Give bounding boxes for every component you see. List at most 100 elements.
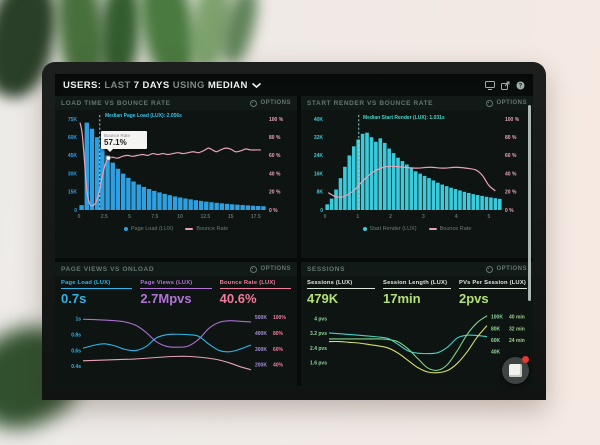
svg-text:15: 15 <box>228 214 234 220</box>
metric-label: PVs Per Session (LUX) <box>459 280 527 289</box>
panel-start-render: START RENDER VS BOUNCE RATE OPTIONS 40K 3… <box>301 96 533 258</box>
panel-title: SESSIONS <box>307 265 346 273</box>
svg-text:20 %: 20 % <box>269 190 281 196</box>
options-button[interactable]: OPTIONS <box>486 265 527 273</box>
page-views-linechart: 1s 0.8s 0.6s 0.4s 500K 100% 400K 80% 300K 60% 200K… <box>71 315 286 371</box>
start-render-histogram: 40K 32K 24K 16K 8K 0 100 % 80 % 60 % 40 % 20 % 0 % 0… <box>314 115 520 220</box>
legend-page-load[interactable]: Page Load (LUX) <box>123 226 173 232</box>
legend-bounce-rate[interactable]: Bounce Rate <box>185 226 228 232</box>
metric-page-views: Page Views (LUX) 2.7Mpvs <box>140 280 212 306</box>
svg-text:40K: 40K <box>491 350 501 356</box>
gear-icon <box>250 265 258 273</box>
metric-sessions: Sessions (LUX) 479K <box>307 280 375 306</box>
svg-text:100%: 100% <box>273 315 286 321</box>
svg-text:0: 0 <box>324 214 327 220</box>
options-button[interactable]: OPTIONS <box>250 265 291 273</box>
svg-text:40K: 40K <box>314 117 324 123</box>
svg-text:3.2 pvs: 3.2 pvs <box>310 331 327 337</box>
header-median-dropdown[interactable]: MEDIAN <box>207 79 248 91</box>
chat-widget-button[interactable] <box>502 356 529 384</box>
svg-text:0 %: 0 % <box>269 208 278 214</box>
svg-text:7.5: 7.5 <box>151 214 158 220</box>
export-icon[interactable] <box>501 81 510 90</box>
dashboard-screen: USERS: LAST 7 DAYS USING MEDIAN ? LOAD T… <box>55 74 533 386</box>
svg-text:2.4 pvs: 2.4 pvs <box>310 346 327 352</box>
svg-text:5: 5 <box>487 214 490 220</box>
tooltip-title: Bounce Rate <box>104 133 131 138</box>
svg-text:?: ? <box>519 83 523 89</box>
metric-label: Page Views (LUX) <box>140 280 212 289</box>
svg-text:15K: 15K <box>68 190 78 196</box>
display-icon[interactable] <box>485 80 495 90</box>
svg-text:0: 0 <box>320 208 323 214</box>
svg-text:0.4s: 0.4s <box>71 364 81 370</box>
header-users-label: USERS: <box>63 79 105 91</box>
sessions-chart: 4 pvs 3.2 pvs 2.4 pvs 1.6 pvs 100K 40 min 80K 3… <box>305 309 529 375</box>
page-views-chart: 1s 0.8s 0.6s 0.4s 500K 100% 400K 80% 300K 60% 200K… <box>59 309 293 375</box>
start-render-legend: Start Render (LUX) Bounce Rate <box>301 223 533 235</box>
metric-label: Page Load (LUX) <box>61 280 133 289</box>
median-page-load-annotation: Median Page Load (LUX): 2.056s <box>105 113 182 119</box>
metric-bounce-rate: Bounce Rate (LUX) 40.6% <box>219 280 291 306</box>
bounce-rate-tooltip: Bounce Rate 57.1% <box>101 131 147 152</box>
panel-title: PAGE VIEWS VS ONLOAD <box>61 265 155 273</box>
metric-value: 479K <box>307 291 339 306</box>
svg-text:0.8s: 0.8s <box>71 332 81 338</box>
options-button[interactable]: OPTIONS <box>486 99 527 107</box>
svg-text:80%: 80% <box>273 331 284 337</box>
panel-page-views: PAGE VIEWS VS ONLOAD OPTIONS Page Load (… <box>55 262 297 386</box>
svg-text:3: 3 <box>422 214 425 220</box>
sessions-linechart: 4 pvs 3.2 pvs 2.4 pvs 1.6 pvs 100K 40 min 80K 3… <box>310 315 525 374</box>
metric-value: 0.7s <box>61 291 87 306</box>
legend-bounce-rate[interactable]: Bounce Rate <box>428 226 471 232</box>
svg-text:4: 4 <box>455 214 458 220</box>
header-using-label: USING <box>172 79 208 91</box>
metric-value: 2.7Mpvs <box>140 291 192 306</box>
header-days-value: 7 DAYS <box>133 79 173 91</box>
svg-text:200K: 200K <box>255 363 267 369</box>
svg-text:1: 1 <box>356 214 359 220</box>
legend-dot-icon <box>123 227 128 231</box>
dashboard-header: USERS: LAST 7 DAYS USING MEDIAN ? <box>55 74 533 96</box>
svg-text:30K: 30K <box>68 171 78 177</box>
notification-dot <box>522 356 529 363</box>
svg-text:5: 5 <box>128 214 131 220</box>
svg-text:20 %: 20 % <box>505 190 517 196</box>
legend-dot-icon <box>362 227 367 231</box>
legend-dash-icon <box>185 228 194 230</box>
svg-text:0: 0 <box>78 214 81 220</box>
svg-text:80K: 80K <box>491 326 501 332</box>
gear-icon <box>486 265 494 273</box>
panel-sessions: SESSIONS OPTIONS Sessions (LUX) 479K Ses… <box>301 262 533 386</box>
svg-text:80 %: 80 % <box>505 135 517 141</box>
metric-value: 2pvs <box>459 291 489 306</box>
page-scrollbar[interactable] <box>528 105 531 301</box>
svg-text:60 %: 60 % <box>269 153 281 159</box>
metric-value: 17min <box>383 291 421 306</box>
svg-text:75K: 75K <box>68 117 78 123</box>
svg-text:0: 0 <box>74 208 77 214</box>
svg-text:60K: 60K <box>491 338 501 344</box>
tooltip-value: 57.1% <box>104 138 127 147</box>
legend-start-render[interactable]: Start Render (LUX) <box>362 226 417 232</box>
chevron-down-icon[interactable] <box>251 82 262 89</box>
gear-icon <box>486 99 494 107</box>
help-icon[interactable]: ? <box>516 81 525 90</box>
page-views-metrics: Page Load (LUX) 0.7s Page Views (LUX) 2.… <box>55 276 297 308</box>
options-button[interactable]: OPTIONS <box>250 99 291 107</box>
svg-text:300K: 300K <box>255 347 267 353</box>
metric-pvs-per-session: PVs Per Session (LUX) 2pvs <box>459 280 527 306</box>
svg-text:10: 10 <box>177 214 183 220</box>
panel-title: START RENDER VS BOUNCE RATE <box>307 99 434 107</box>
legend-dash-icon <box>428 228 437 230</box>
svg-text:80 %: 80 % <box>269 135 281 141</box>
svg-text:60 %: 60 % <box>505 153 517 159</box>
start-render-chart: 40K 32K 24K 16K 8K 0 100 % 80 % 60 % 40 % 20 % 0 % 0… <box>305 111 529 223</box>
svg-text:17.5: 17.5 <box>251 214 261 220</box>
svg-text:32K: 32K <box>314 135 324 141</box>
load-time-legend: Page Load (LUX) Bounce Rate <box>55 223 297 235</box>
svg-text:100 %: 100 % <box>505 117 520 123</box>
svg-text:32 min: 32 min <box>509 326 525 332</box>
svg-text:16K: 16K <box>314 171 324 177</box>
svg-text:12.5: 12.5 <box>200 214 210 220</box>
